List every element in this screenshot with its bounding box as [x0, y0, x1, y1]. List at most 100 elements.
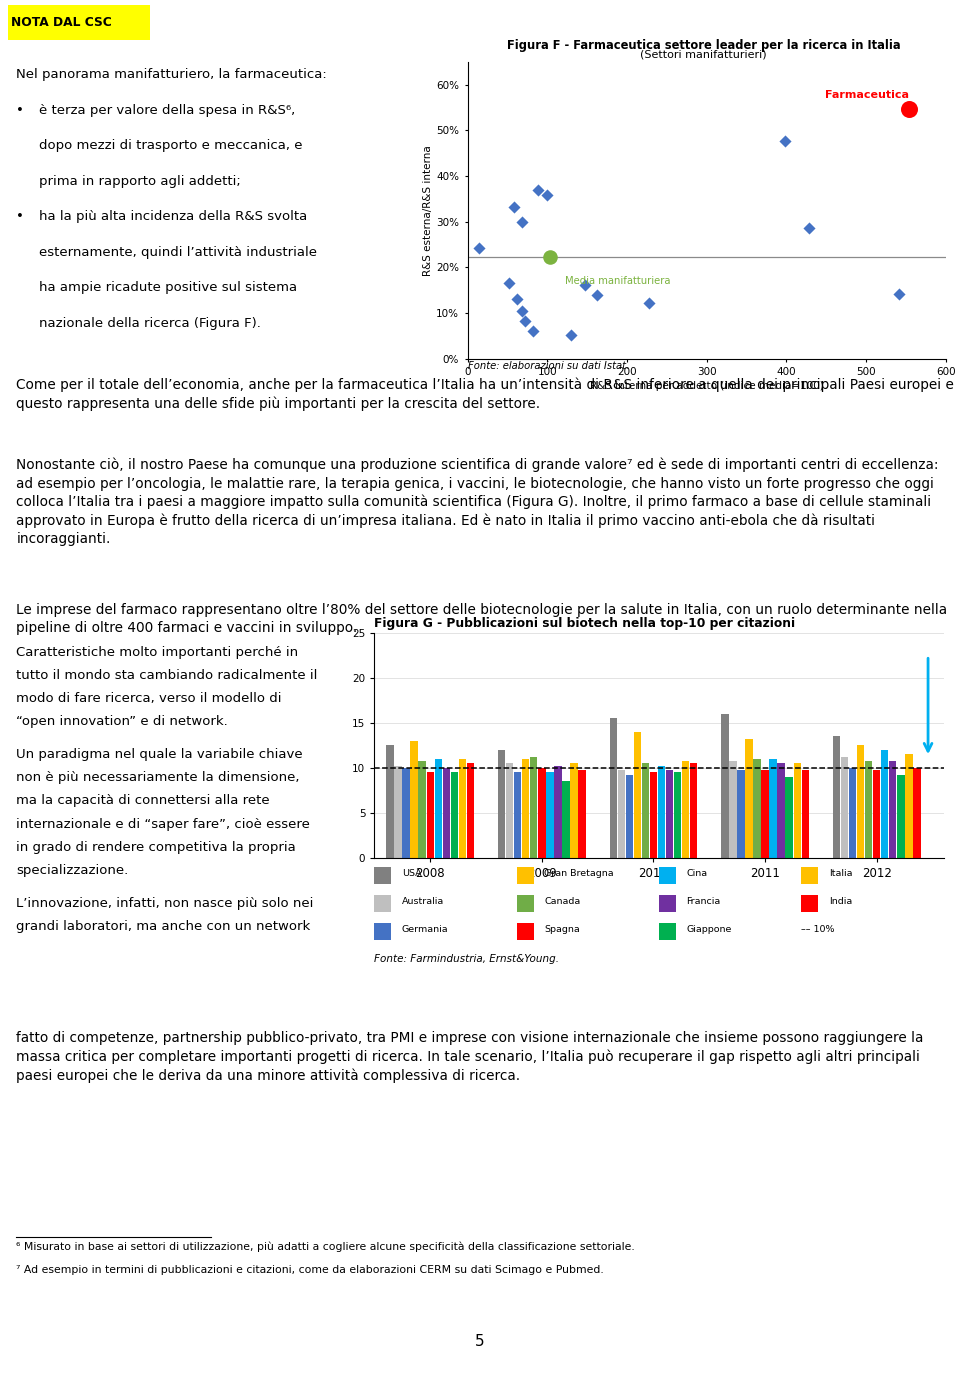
Text: •: •: [16, 210, 24, 223]
Bar: [563, 782, 569, 858]
Bar: [402, 768, 410, 858]
Bar: [905, 754, 913, 858]
Bar: [658, 765, 665, 858]
Text: nazionale della ricerca (Figura F).: nazionale della ricerca (Figura F).: [39, 317, 261, 330]
Bar: [641, 764, 649, 858]
Bar: [578, 769, 586, 858]
Bar: [506, 764, 514, 858]
Point: [471, 237, 487, 259]
Text: Media manifatturiera: Media manifatturiera: [564, 276, 670, 285]
Bar: [650, 772, 658, 858]
Bar: [514, 772, 521, 858]
Text: ⁶ Misurato in base ai settori di utilizzazione, più adatti a cogliere alcune spe: ⁶ Misurato in base ai settori di utilizz…: [16, 1241, 636, 1252]
Bar: [374, 867, 392, 884]
Text: dopo mezzi di trasporto e meccanica, e: dopo mezzi di trasporto e meccanica, e: [39, 139, 302, 152]
Bar: [443, 768, 450, 858]
Bar: [721, 714, 729, 858]
Bar: [516, 867, 534, 884]
Text: Fonte: Farmindustria, Ernst&Young.: Fonte: Farmindustria, Ernst&Young.: [374, 954, 560, 964]
Bar: [546, 772, 554, 858]
Text: ha la più alta incidenza della R&S svolta: ha la più alta incidenza della R&S svolt…: [39, 210, 307, 223]
Text: •: •: [16, 103, 24, 117]
Bar: [785, 776, 793, 858]
Bar: [634, 732, 641, 858]
Text: Francia: Francia: [686, 898, 721, 906]
Text: Come per il totale dell’economia, anche per la farmaceutica l’Italia ha un’inten: Come per il totale dell’economia, anche …: [16, 378, 954, 411]
Bar: [498, 750, 505, 858]
Point: [892, 283, 907, 305]
Bar: [666, 769, 673, 858]
Text: Italia: Italia: [828, 869, 852, 878]
Point: [588, 284, 604, 306]
Text: modo di fare ricerca, verso il modello di: modo di fare ricerca, verso il modello d…: [16, 692, 282, 705]
Bar: [659, 867, 676, 884]
Bar: [554, 765, 562, 858]
Text: (Settori manifatturieri): (Settori manifatturieri): [640, 50, 767, 59]
Text: Spagna: Spagna: [544, 925, 580, 934]
Bar: [411, 741, 418, 858]
Bar: [913, 768, 921, 858]
Bar: [849, 768, 856, 858]
Text: è terza per valore della spesa in R&S⁶,: è terza per valore della spesa in R&S⁶,: [39, 103, 296, 117]
Bar: [674, 772, 682, 858]
Text: Canada: Canada: [544, 898, 580, 906]
Point: [506, 196, 521, 218]
Text: prima in rapporto agli addetti;: prima in rapporto agli addetti;: [39, 175, 241, 188]
Bar: [626, 775, 633, 858]
Text: NOTA DAL CSC: NOTA DAL CSC: [11, 17, 111, 29]
Text: L’innovazione, infatti, non nasce più solo nei: L’innovazione, infatti, non nasce più so…: [16, 896, 314, 910]
Bar: [516, 895, 534, 912]
Point: [801, 217, 816, 239]
Point: [525, 320, 540, 342]
Bar: [865, 761, 873, 858]
Text: Fonte: elaborazioni su dati Istat.: Fonte: elaborazioni su dati Istat.: [468, 361, 629, 371]
Text: Un paradigma nel quale la variabile chiave: Un paradigma nel quale la variabile chia…: [16, 747, 303, 761]
Bar: [761, 769, 769, 858]
Bar: [617, 769, 625, 858]
Text: India: India: [828, 898, 852, 906]
Bar: [769, 758, 777, 858]
Text: esternamente, quindi l’attività industriale: esternamente, quindi l’attività industri…: [39, 245, 318, 258]
Text: Numero 15-9: Numero 15-9: [156, 17, 237, 29]
Point: [578, 273, 593, 295]
Bar: [374, 924, 392, 940]
Text: –– 10%: –– 10%: [802, 925, 835, 934]
Bar: [754, 758, 760, 858]
Bar: [802, 867, 819, 884]
Point: [777, 130, 792, 152]
Bar: [374, 895, 392, 912]
Point: [542, 247, 558, 269]
Bar: [419, 761, 426, 858]
Text: ma la capacità di connettersi alla rete: ma la capacità di connettersi alla rete: [16, 794, 270, 808]
Text: non è più necessariamente la dimensione,: non è più necessariamente la dimensione,: [16, 771, 300, 785]
Text: Farmaceutica: Farmaceutica: [826, 91, 909, 101]
Text: specializzazione.: specializzazione.: [16, 865, 129, 877]
Bar: [522, 758, 530, 858]
Point: [501, 272, 516, 294]
Bar: [897, 775, 904, 858]
Point: [901, 98, 917, 120]
Bar: [690, 764, 697, 858]
Text: “open innovation” e di network.: “open innovation” e di network.: [16, 716, 228, 728]
Bar: [737, 769, 745, 858]
Bar: [857, 745, 864, 858]
Text: ha ampie ricadute positive sul sistema: ha ampie ricadute positive sul sistema: [39, 281, 298, 294]
Bar: [881, 750, 888, 858]
Text: Cina: Cina: [686, 869, 708, 878]
Bar: [873, 769, 880, 858]
Bar: [467, 764, 474, 858]
Bar: [386, 745, 394, 858]
Text: Caratteristiche molto importanti perché in: Caratteristiche molto importanti perché …: [16, 645, 299, 659]
Bar: [8, 6, 150, 40]
Bar: [435, 758, 442, 858]
Bar: [530, 757, 538, 858]
Bar: [659, 895, 676, 912]
Point: [517, 310, 533, 332]
Text: Australia: Australia: [401, 898, 444, 906]
Text: Germania: Germania: [401, 925, 448, 934]
Bar: [516, 924, 534, 940]
Bar: [659, 924, 676, 940]
Point: [641, 292, 657, 314]
Bar: [570, 764, 578, 858]
Bar: [682, 761, 689, 858]
